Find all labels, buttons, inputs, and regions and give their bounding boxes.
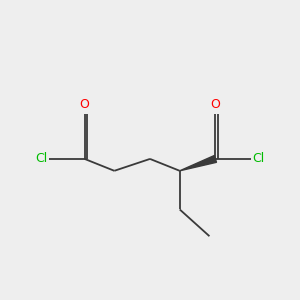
Text: Cl: Cl [35, 152, 47, 165]
Polygon shape [180, 155, 217, 171]
Text: O: O [80, 98, 89, 111]
Text: O: O [211, 98, 220, 111]
Text: Cl: Cl [253, 152, 265, 165]
